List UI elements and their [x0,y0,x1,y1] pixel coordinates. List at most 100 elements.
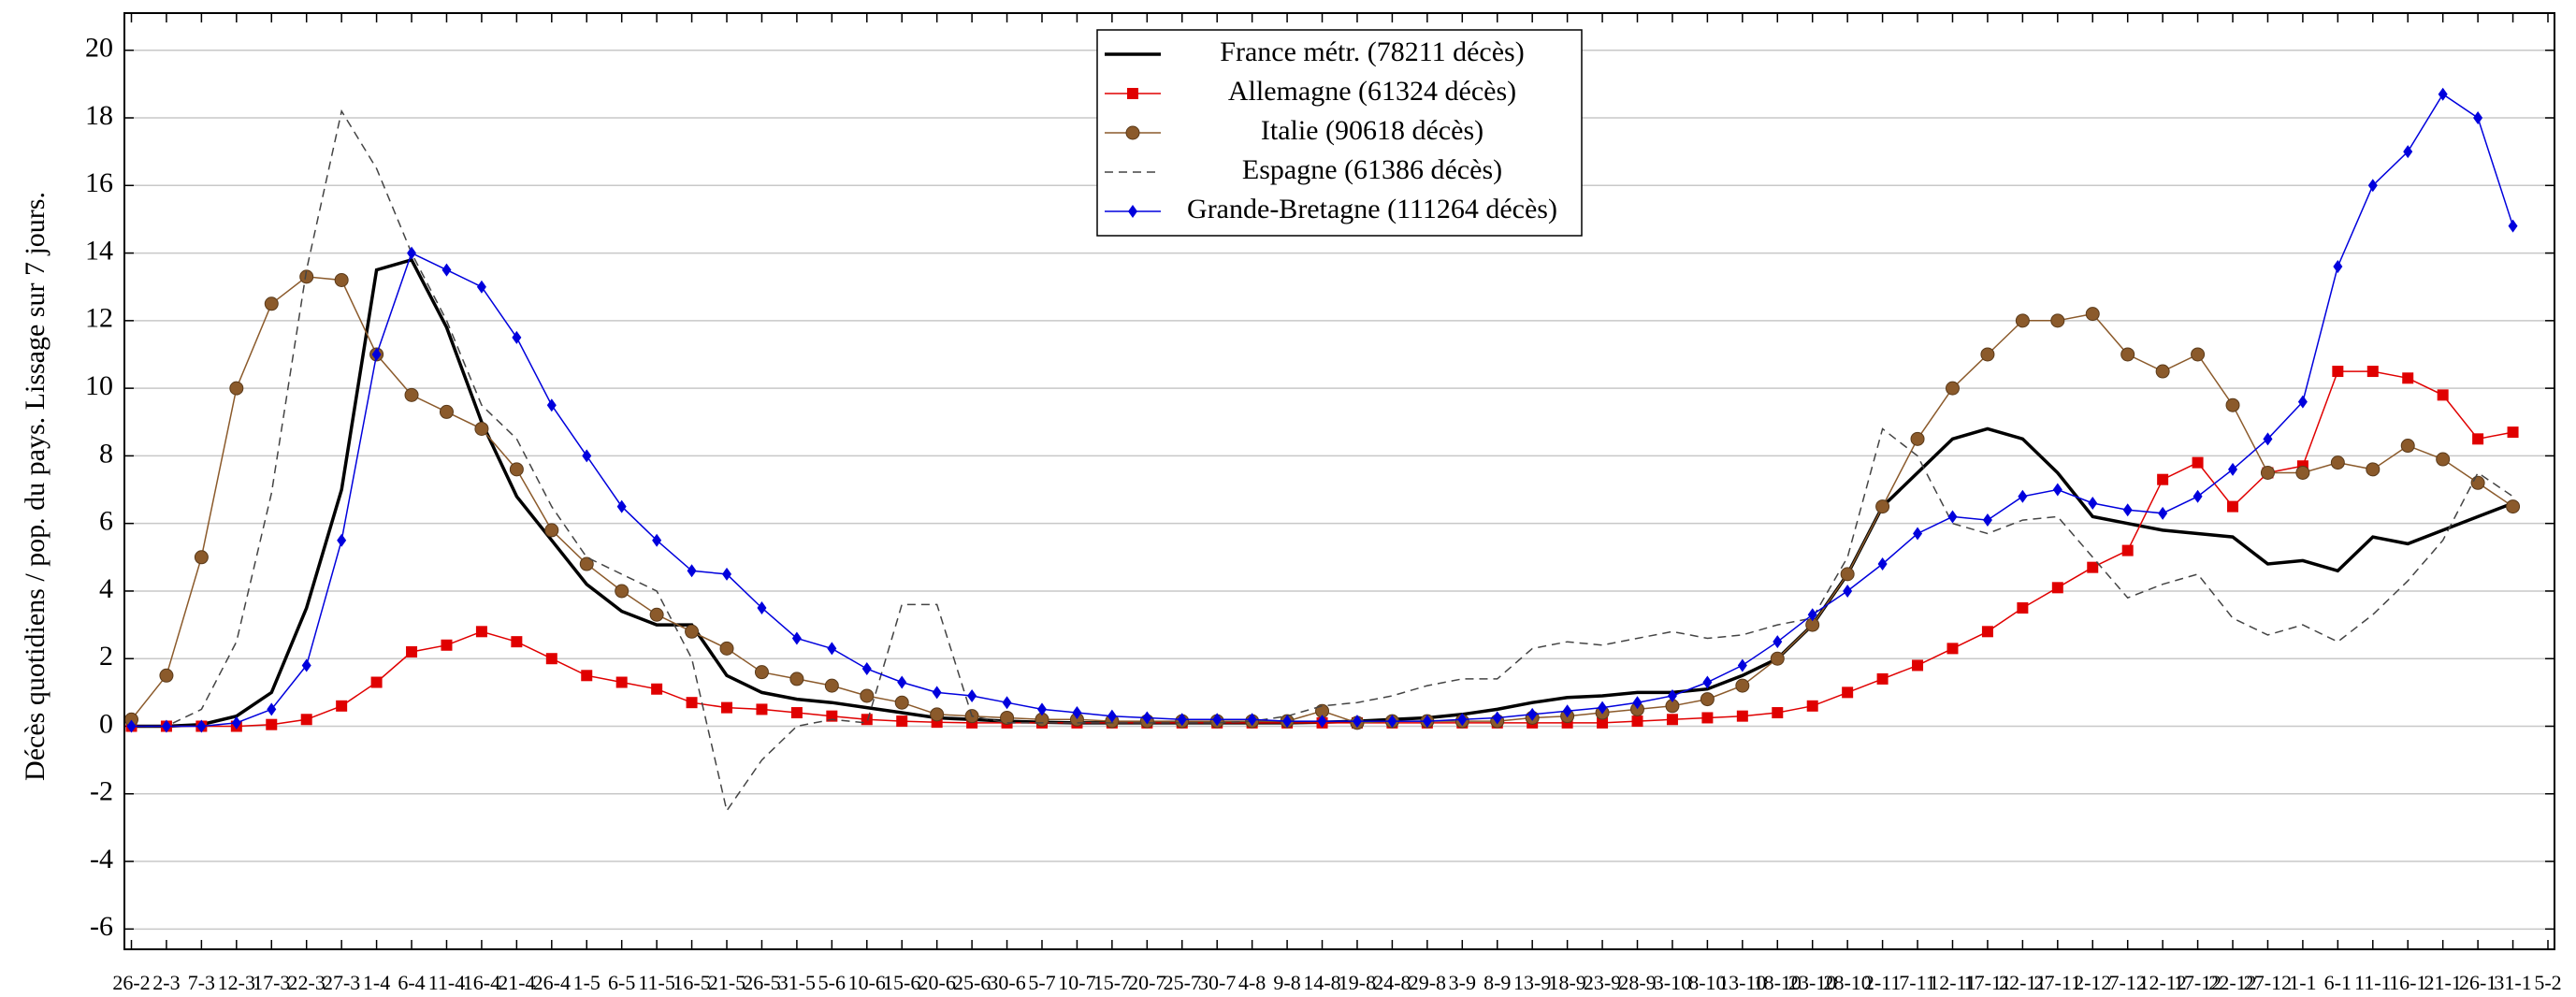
marker [2120,347,2135,362]
marker [1127,88,1138,99]
marker [2087,561,2099,573]
y-tick-label: 10 [85,370,113,401]
x-tick-label: 5-7 [1028,971,1055,994]
marker [1247,713,1257,727]
x-tick-label: 21-5 [708,971,745,994]
legend-label: Allemagne (61324 décès) [1228,76,1516,107]
marker [2438,87,2448,101]
marker [824,678,839,693]
marker [2158,506,2168,520]
marker [2473,111,2483,125]
x-tick-label: 11-5 [638,971,675,994]
marker [719,641,734,656]
marker [1807,608,1817,622]
marker [1806,700,1818,712]
marker [337,533,347,547]
legend-label: Grande-Bretagne (111264 décès) [1187,194,1557,224]
x-tick-label: 23-10 [1788,971,1836,994]
marker [1562,704,1572,718]
marker [1876,672,1889,685]
marker [441,263,452,277]
marker [581,670,593,682]
x-tick-label: 18-9 [1548,971,1585,994]
marker [301,658,311,672]
marker [2437,389,2449,401]
marker [2506,499,2521,514]
marker [441,639,453,651]
y-tick-label: -4 [90,844,113,874]
marker [2155,364,2170,379]
marker [967,688,977,702]
marker [2366,462,2381,477]
x-tick-label: 17-3 [253,971,290,994]
x-tick-label: 7-11 [1899,971,1936,994]
x-tick-label: 25-6 [953,971,991,994]
x-tick-label: 26-4 [533,971,571,994]
marker [1700,692,1715,707]
x-tick-label: 11-4 [428,971,466,994]
marker [2333,260,2343,274]
marker [1840,567,1855,582]
marker [1492,711,1502,725]
marker [1000,710,1015,725]
x-tick-label: 1-1 [2289,971,2316,994]
marker [1457,713,1468,727]
legend: France métr. (78211 décès) Allemagne (613… [1096,29,1583,237]
marker [2088,496,2098,510]
x-tick-label: 2-3 [152,971,180,994]
marker [2052,483,2062,497]
marker [1212,713,1223,727]
y-tick-label: 2 [99,641,113,672]
marker [264,296,279,311]
marker [2260,465,2275,480]
y-tick-label: 18 [85,100,113,131]
marker [2157,473,2169,485]
marker [2192,489,2203,503]
x-tick-label: 8-9 [1483,971,1511,994]
marker [1913,527,1923,541]
marker [407,246,417,260]
marker [1877,557,1888,571]
x-tick-label: 6-1 [2324,971,2352,994]
marker [370,676,383,688]
x-tick-label: 2-12 [2074,971,2111,994]
x-tick-label: 18-10 [1754,971,1802,994]
marker [1843,584,1853,598]
marker [685,624,700,639]
marker [229,381,244,396]
marker [1107,709,1117,723]
x-tick-label: 26-1 [2459,971,2496,994]
marker [2051,582,2063,594]
x-tick-label: 15-6 [883,971,920,994]
y-tick-label: -6 [90,911,113,942]
series-line [131,108,2514,813]
x-tick-label: 10-6 [848,971,886,994]
x-tick-label: 27-11 [2034,971,2082,994]
marker [722,567,732,581]
marker [1666,714,1678,726]
marker [1667,688,1677,702]
x-tick-label: 12-3 [218,971,255,994]
x-tick-label: 13-10 [1718,971,1766,994]
marker [404,387,419,402]
series-line [131,370,2513,728]
x-tick-label: 22-11 [1999,971,2047,994]
marker [1177,713,1187,727]
marker [300,714,312,726]
series-line [130,276,2514,724]
x-tick-label: 31-1 [2494,971,2531,994]
marker [336,700,348,712]
x-tick-label: 6-5 [608,971,635,994]
x-tick-label: 21-4 [498,971,535,994]
marker [1772,707,1784,719]
marker [2297,395,2308,409]
marker [512,330,522,344]
marker [615,676,628,688]
marker [897,675,907,689]
x-tick-label: 20-6 [919,971,956,994]
legend-label: Italie (90618 décès) [1261,115,1483,146]
marker [1422,715,1432,729]
marker [2192,456,2204,469]
x-tick-label: 30-6 [988,971,1025,994]
